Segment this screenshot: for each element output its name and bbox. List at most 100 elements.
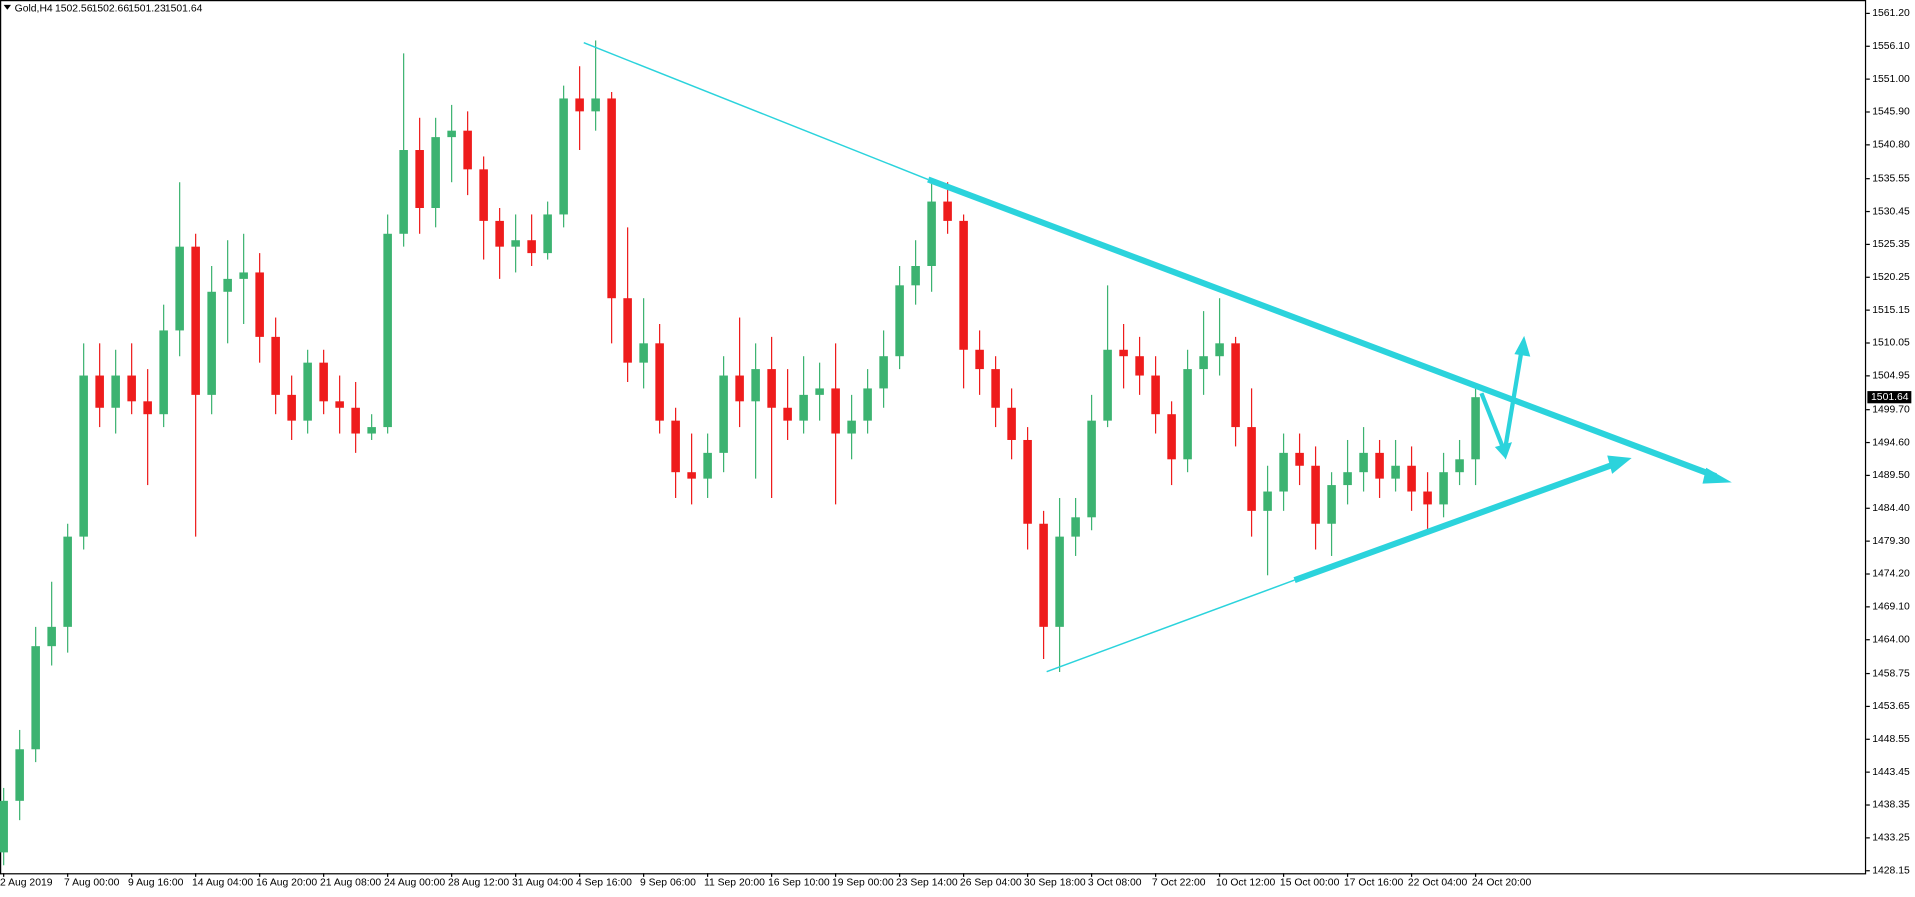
candle-body: [223, 278, 232, 292]
candle-body: [47, 626, 56, 647]
candle-body: [687, 472, 696, 479]
candle-body: [527, 240, 536, 254]
candle-body: [335, 401, 344, 408]
x-tick-label: 16 Aug 20:00: [256, 878, 317, 889]
candle-body: [1135, 356, 1144, 376]
candle-body: [735, 375, 744, 402]
y-tick-label: 1464.00: [1872, 634, 1910, 645]
y-tick-label: 1479.30: [1872, 536, 1910, 547]
candle-body: [671, 420, 680, 473]
y-tick-label: 1474.20: [1872, 569, 1910, 580]
candle-body: [1375, 452, 1384, 479]
candle-body: [271, 336, 280, 395]
candle-body: [1039, 523, 1048, 627]
candle-body: [175, 246, 184, 331]
candle-body: [79, 375, 88, 537]
x-tick-label: 7 Aug 00:00: [64, 878, 120, 889]
candle-body: [415, 150, 424, 209]
candle-body: [1471, 397, 1480, 460]
candle-body: [239, 272, 248, 279]
x-tick-label: 10 Oct 12:00: [1216, 878, 1276, 889]
x-tick-label: 26 Sep 04:00: [960, 878, 1022, 889]
x-tick-label: 3 Oct 08:00: [1088, 878, 1142, 889]
y-tick-label: 1469.10: [1872, 602, 1910, 613]
candle-body: [1199, 356, 1208, 370]
quote-close: 1501.64: [165, 3, 203, 14]
x-tick-label: 24 Oct 20:00: [1472, 878, 1532, 889]
x-tick-label: 7 Oct 22:00: [1152, 878, 1206, 889]
candle-body: [847, 420, 856, 434]
current-price-label: 1501.64: [1871, 392, 1909, 403]
arrowhead: [1607, 455, 1632, 474]
candle-body: [1391, 465, 1400, 479]
y-tick-label: 1443.45: [1872, 767, 1910, 778]
candle-body: [543, 214, 552, 254]
candle-body: [495, 220, 504, 247]
candle-body: [351, 407, 360, 434]
y-tick-label: 1489.50: [1872, 470, 1910, 481]
quote-low: 1501.23: [128, 3, 166, 14]
y-tick-label: 1433.25: [1872, 833, 1910, 844]
candle-body: [255, 272, 264, 337]
candle-body: [1423, 491, 1432, 505]
y-tick-label: 1428.15: [1872, 865, 1910, 876]
candle-body: [1183, 369, 1192, 460]
y-tick-label: 1510.05: [1872, 338, 1910, 349]
x-tick-label: 16 Sep 10:00: [768, 878, 830, 889]
candle-body: [95, 375, 104, 408]
candle-body: [63, 536, 72, 627]
candle-body: [639, 343, 648, 363]
candle-body: [607, 98, 616, 299]
candle-body: [431, 137, 440, 209]
y-tick-label: 1551.00: [1872, 74, 1910, 85]
candle-body: [751, 369, 760, 402]
x-tick-label: 30 Sep 18:00: [1024, 878, 1086, 889]
x-tick-label: 2 Aug 2019: [0, 878, 53, 889]
candle-body: [943, 201, 952, 221]
candle-body: [799, 394, 808, 421]
candle-body: [1007, 407, 1016, 440]
candle-body: [383, 233, 392, 428]
x-tick-label: 21 Aug 08:00: [320, 878, 381, 889]
y-tick-label: 1540.80: [1872, 140, 1910, 151]
candle-body: [783, 407, 792, 421]
candle-body: [319, 362, 328, 402]
candle-body: [1247, 427, 1256, 511]
candle-body: [559, 98, 568, 215]
candle-body: [655, 343, 664, 421]
candle-body: [1023, 439, 1032, 524]
x-tick-label: 17 Oct 16:00: [1344, 878, 1404, 889]
candle-body: [207, 291, 216, 395]
arrowhead: [1514, 335, 1531, 357]
candle-body: [287, 394, 296, 421]
y-tick-label: 1448.55: [1872, 734, 1910, 745]
y-tick-label: 1453.65: [1872, 701, 1910, 712]
quote-high: 1502.66: [92, 3, 130, 14]
candle-body: [863, 388, 872, 421]
candle-body: [31, 646, 40, 750]
y-tick-label: 1545.90: [1872, 107, 1910, 118]
candle-body: [0, 800, 8, 853]
candle-body: [367, 427, 376, 434]
candle-body: [895, 285, 904, 357]
candle-body: [1071, 517, 1080, 537]
trendlines: [583, 42, 1732, 673]
upper-trendline: [927, 176, 1718, 480]
candle-body: [1359, 452, 1368, 473]
x-tick-label: 4 Sep 16:00: [576, 878, 632, 889]
menu-arrow[interactable]: [3, 4, 11, 10]
candle-body: [479, 169, 488, 221]
candle-body: [447, 130, 456, 138]
candle-body: [1455, 459, 1464, 473]
y-tick-label: 1515.15: [1872, 305, 1910, 316]
candle-body: [831, 388, 840, 434]
plot-frame: [0, 0, 1867, 875]
candle-body: [463, 130, 472, 170]
candle-body: [511, 240, 520, 247]
y-tick-label: 1556.10: [1872, 41, 1910, 52]
candle-body: [127, 375, 136, 402]
x-tick-label: 28 Aug 12:00: [448, 878, 509, 889]
candle-body: [719, 375, 728, 453]
candle-body: [1231, 343, 1240, 428]
candles: [0, 40, 1480, 866]
